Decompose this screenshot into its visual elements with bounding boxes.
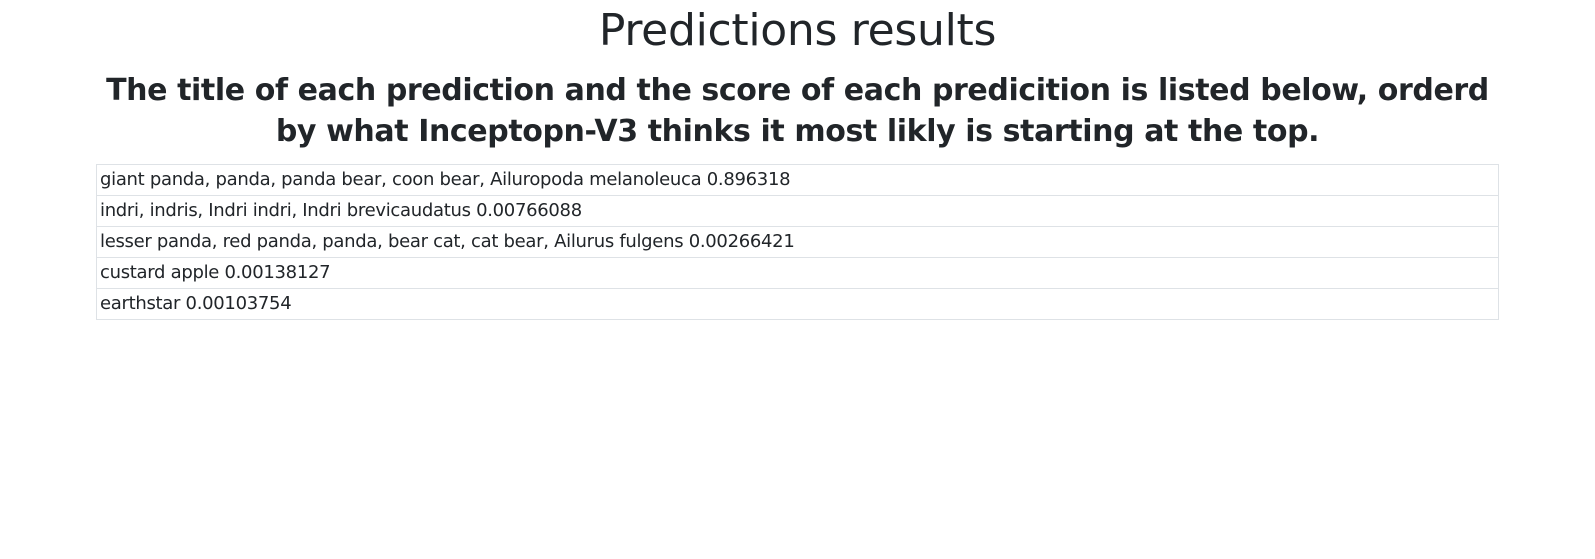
table-row: giant panda, panda, panda bear, coon bea… xyxy=(96,164,1499,196)
prediction-cell: giant panda, panda, panda bear, coon bea… xyxy=(96,164,1499,196)
predictions-table: giant panda, panda, panda bear, coon bea… xyxy=(96,164,1499,320)
table-row: custard apple 0.00138127 xyxy=(96,257,1499,289)
table-row: earthstar 0.00103754 xyxy=(96,288,1499,320)
table-row: lesser panda, red panda, panda, bear cat… xyxy=(96,226,1499,258)
prediction-cell: earthstar 0.00103754 xyxy=(96,288,1499,320)
prediction-cell: lesser panda, red panda, panda, bear cat… xyxy=(96,226,1499,258)
prediction-cell: indri, indris, Indri indri, Indri brevic… xyxy=(96,195,1499,227)
table-row: indri, indris, Indri indri, Indri brevic… xyxy=(96,195,1499,227)
page-subtitle: The title of each prediction and the sco… xyxy=(106,73,1489,149)
prediction-cell: custard apple 0.00138127 xyxy=(96,257,1499,289)
page-title: Predictions results xyxy=(598,5,997,56)
